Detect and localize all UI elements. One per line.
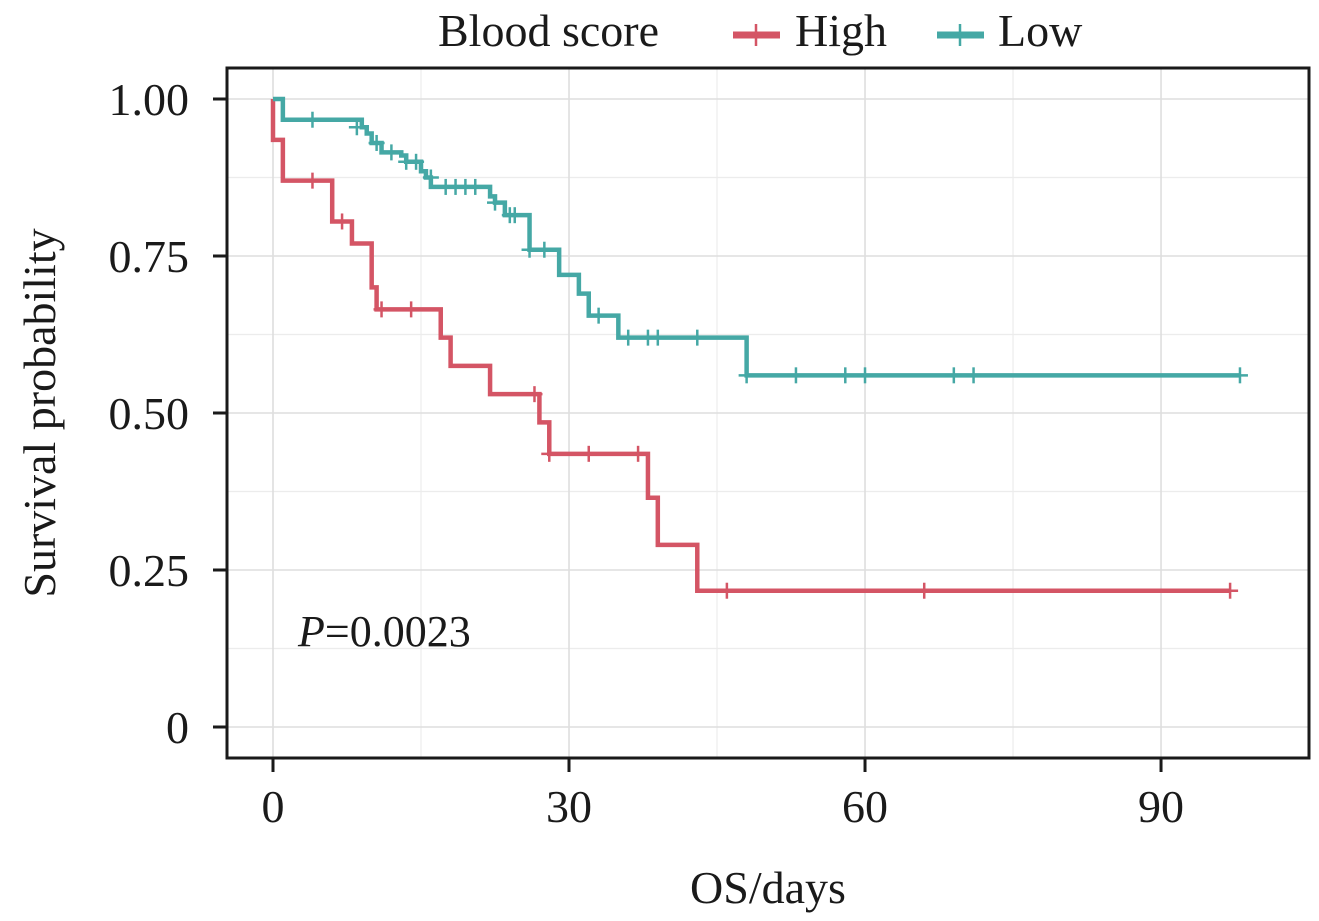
censor-mark	[965, 367, 982, 384]
censor-mark	[630, 445, 647, 462]
survival-curve-high	[270, 99, 1231, 593]
censor-mark	[348, 119, 365, 136]
censor-mark	[541, 445, 558, 462]
censor-mark	[916, 582, 933, 599]
censor-mark	[689, 329, 706, 346]
y-tick-label: 0	[166, 702, 189, 753]
y-tick-label: 0.50	[109, 388, 190, 439]
censor-mark	[718, 582, 735, 599]
p-value-annotation: P=0.0023	[297, 607, 471, 656]
censor-mark	[304, 172, 321, 189]
x-tick-label: 60	[842, 781, 888, 832]
series-low	[273, 96, 1248, 384]
censor-mark	[945, 367, 962, 384]
y-tick-label: 0.75	[109, 231, 190, 282]
censor-mark	[506, 207, 523, 224]
series-layer	[270, 96, 1248, 599]
series-high	[270, 99, 1239, 599]
censor-mark	[403, 301, 420, 318]
y-tick-label: 1.00	[109, 74, 190, 125]
censor-mark	[649, 329, 666, 346]
censor-mark	[383, 144, 400, 161]
censor-mark	[837, 367, 854, 384]
censor-mark	[334, 213, 351, 230]
legend-label-low: Low	[998, 5, 1083, 56]
censor-mark	[521, 241, 538, 258]
censor-mark	[580, 445, 597, 462]
legend-title: Blood score	[438, 5, 659, 56]
legend-label-high: High	[795, 5, 887, 56]
axes: 0 30 60 90 0 0.25 0.50 0.75 1.00	[109, 74, 1185, 832]
censor-mark	[467, 178, 484, 195]
censor-mark	[1231, 367, 1248, 384]
y-tick-label: 0.25	[109, 545, 190, 596]
survival-curve-low	[273, 96, 1240, 378]
censor-mark	[787, 367, 804, 384]
x-axis-title: OS/days	[690, 862, 846, 913]
censor-mark	[368, 134, 385, 151]
censor-mark	[1222, 582, 1239, 599]
legend: Blood score High Low	[438, 5, 1083, 56]
censor-mark	[422, 169, 439, 186]
censor-mark	[620, 329, 637, 346]
censor-mark	[857, 367, 874, 384]
x-tick-label: 90	[1138, 781, 1184, 832]
censor-mark	[590, 307, 607, 324]
censor-mark	[487, 194, 504, 211]
censor-mark	[408, 153, 425, 170]
censor-mark	[304, 111, 321, 128]
censor-mark	[373, 301, 390, 318]
x-tick-label: 0	[262, 781, 285, 832]
censor-mark	[738, 367, 755, 384]
censor-mark	[526, 386, 543, 403]
y-axis-title: Survival probability	[14, 228, 65, 597]
legend-key-low	[937, 24, 984, 46]
grid	[227, 68, 1309, 758]
censor-mark	[536, 241, 553, 258]
legend-key-high	[733, 24, 780, 46]
x-tick-label: 30	[546, 781, 592, 832]
